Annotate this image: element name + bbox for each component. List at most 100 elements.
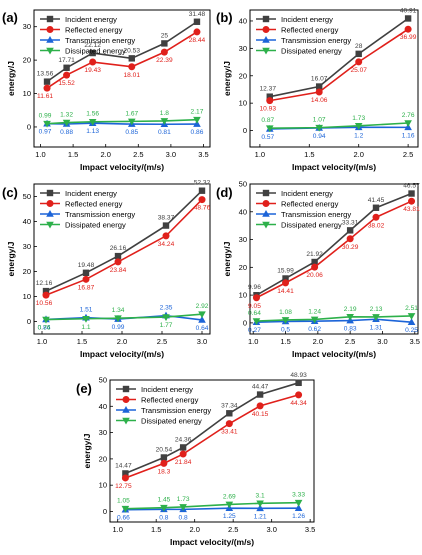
data-label: 0.94 xyxy=(313,133,326,140)
data-point xyxy=(82,275,90,283)
data-point xyxy=(407,313,416,320)
x-tick-label: 1.5 xyxy=(68,150,78,159)
y-tick-label: 10 xyxy=(99,481,107,490)
series-line xyxy=(46,21,198,83)
data-point xyxy=(127,118,136,126)
data-point xyxy=(198,196,206,204)
legend-marker xyxy=(46,47,54,55)
x-tick-label: 2.0 xyxy=(189,525,199,534)
data-label: 19.43 xyxy=(84,67,101,74)
data-label: 1.24 xyxy=(308,308,321,315)
data-point xyxy=(193,28,201,36)
data-point xyxy=(114,315,122,323)
y-tick-label: 40 xyxy=(23,217,31,226)
series-transmission: 0.66 0.8 0.8 1.25 1.21 1.26 xyxy=(117,504,305,522)
data-point xyxy=(179,504,187,511)
plot-frame xyxy=(33,9,211,148)
legend-marker xyxy=(46,189,54,197)
data-point xyxy=(179,450,187,458)
panel-label: (e) xyxy=(76,381,92,396)
data-point xyxy=(122,470,129,477)
y-tick-label: 40 xyxy=(239,207,247,216)
data-point xyxy=(346,227,354,234)
data-label: 13.56 xyxy=(37,71,54,78)
x-tick-label: 3.5 xyxy=(410,337,420,346)
data-point xyxy=(252,318,261,326)
legend-entry: Incident energy xyxy=(65,15,117,24)
data-label: 1.73 xyxy=(177,496,190,503)
data-label: 2.76 xyxy=(402,112,415,119)
x-tick-label: 1.5 xyxy=(304,150,314,159)
data-point xyxy=(160,118,169,125)
data-label: 0.88 xyxy=(60,129,73,136)
data-label: 2.35 xyxy=(160,305,173,312)
data-point xyxy=(256,391,264,398)
data-label: 3.1 xyxy=(256,492,265,499)
legend-marker xyxy=(262,15,270,23)
legend-entry: Dissipated energy xyxy=(65,220,126,229)
data-point xyxy=(372,213,380,221)
series-line xyxy=(125,501,299,510)
data-point xyxy=(256,500,264,508)
x-tick-label: 3.0 xyxy=(166,150,176,159)
y-tick-label: 30 xyxy=(239,44,247,53)
data-point xyxy=(256,504,264,512)
data-label: 40.15 xyxy=(252,411,269,418)
plot-frame xyxy=(249,183,419,335)
data-label: 41.45 xyxy=(368,197,385,204)
data-point xyxy=(294,499,303,507)
data-label: 44.47 xyxy=(252,384,269,391)
data-label: 20.54 xyxy=(156,446,173,453)
series-reflected: 9.05 14.41 20.06 30.29 38.02 43.81 xyxy=(248,197,420,310)
data-label: 1.08 xyxy=(279,309,292,316)
x-axis-label: Impact velocity/(m/s) xyxy=(170,537,254,547)
legend-entry: Transmission energy xyxy=(281,36,351,45)
data-label: 0.87 xyxy=(261,117,274,124)
plot-frame xyxy=(249,9,419,148)
series-dissipated: 0.64 1.08 1.24 2.19 2.13 2.51 xyxy=(248,305,418,326)
x-tick-label: 1.0 xyxy=(35,150,45,159)
data-point xyxy=(355,58,363,66)
data-label: 34.24 xyxy=(158,241,175,248)
data-point xyxy=(162,222,170,229)
data-label: 12.37 xyxy=(260,86,277,93)
y-axis-label: energy/J xyxy=(222,241,232,276)
data-label: 0.8 xyxy=(159,514,168,521)
x-tick-label: 1.5 xyxy=(151,525,161,534)
data-point xyxy=(315,83,323,90)
y-tick-label: 50 xyxy=(23,192,31,201)
panel-label: (a) xyxy=(2,10,18,25)
series-line xyxy=(47,122,197,126)
data-label: 1.32 xyxy=(60,112,73,119)
data-point xyxy=(256,402,264,410)
y-axis-label: energy/J xyxy=(222,61,232,96)
series-line xyxy=(256,315,412,322)
legend-entry: Transmission energy xyxy=(141,406,211,415)
series-line xyxy=(46,118,197,125)
series-dissipated: 0.76 1.1 1.34 1.77 2.92 xyxy=(38,303,209,331)
data-label: 0.83 xyxy=(344,326,357,333)
data-label: 14.06 xyxy=(311,97,328,104)
data-label: 15.99 xyxy=(277,267,294,274)
data-label: 2.69 xyxy=(223,493,236,500)
data-point xyxy=(354,123,363,130)
data-label: 2.17 xyxy=(191,109,204,116)
legend-entry: Reflected energy xyxy=(281,199,339,208)
data-label: 11.61 xyxy=(37,93,53,100)
data-label: 12.75 xyxy=(115,483,132,490)
y-tick-label: 40 xyxy=(99,402,107,411)
data-point xyxy=(265,125,274,133)
y-tick-label: 20 xyxy=(23,56,31,65)
y-tick-label: 30 xyxy=(99,428,107,437)
chart-panel: (d) 1.0 1.5 2.0 2.5 3.0 3.5 0 10 20 30 40 50 Impact v… xyxy=(216,180,420,360)
data-point xyxy=(315,124,323,132)
data-point xyxy=(89,49,96,57)
y-tick-label: 30 xyxy=(23,22,31,31)
data-label: 14.47 xyxy=(115,462,132,469)
series-dissipated: 0.87 1.07 1.73 2.76 xyxy=(261,112,415,133)
data-label: 28 xyxy=(355,43,363,50)
data-label: 0.25 xyxy=(405,327,418,334)
